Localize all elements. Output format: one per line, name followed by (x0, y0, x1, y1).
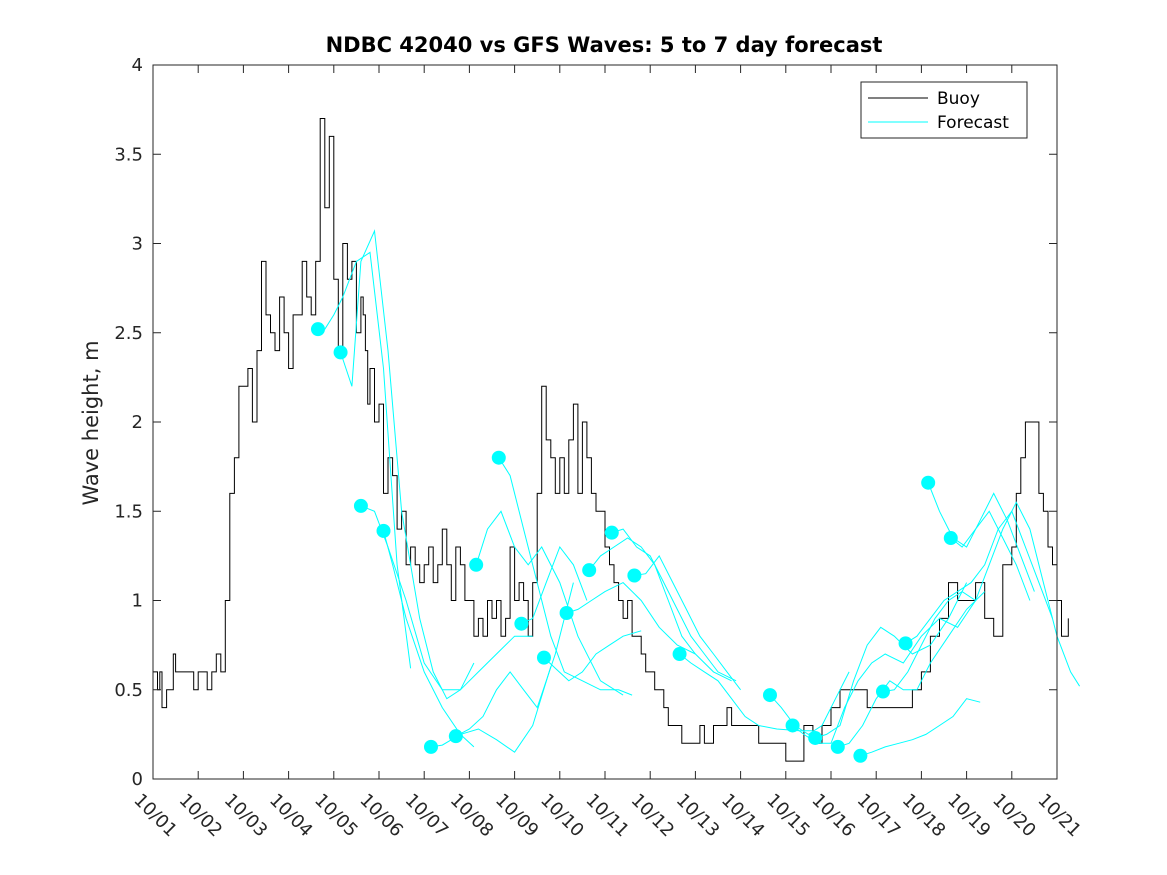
chart-title: NDBC 42040 vs GFS Waves: 5 to 7 day fore… (326, 33, 883, 57)
x-tick-label: 10/14 (717, 790, 769, 842)
forecast-start-marker (808, 730, 823, 745)
x-tick-label: 10/08 (446, 790, 498, 842)
forecast-series-line (837, 591, 986, 748)
x-tick-label: 10/10 (536, 790, 588, 842)
forecast-start-marker (582, 563, 597, 578)
forecast-series-line (455, 582, 574, 737)
forecast-series-line (611, 528, 737, 682)
x-tick-label: 10/06 (355, 790, 407, 842)
x-tick-label: 10/20 (988, 790, 1040, 842)
y-tick-label: 1 (132, 591, 143, 612)
y-tick-label: 1.5 (114, 501, 143, 522)
legend-forecast-label: Forecast (937, 113, 1009, 133)
forecast-start-marker (921, 475, 936, 490)
legend-buoy-label: Buoy (937, 89, 980, 109)
forecast-series-line (882, 501, 1081, 692)
x-tick-label: 10/03 (220, 790, 272, 842)
forecast-start-marker (310, 322, 325, 337)
x-tick-label: 10/07 (401, 790, 453, 842)
forecast-start-marker (943, 531, 958, 546)
buoy-series-line (153, 118, 1069, 762)
forecast-start-marker (333, 345, 348, 360)
forecast-start-marker (898, 636, 913, 651)
plot-series (153, 118, 1081, 763)
y-tick-label: 0 (132, 769, 143, 790)
y-tick-label: 3.5 (114, 144, 143, 165)
x-tick-label: 10/04 (265, 790, 317, 842)
forecast-start-marker (353, 498, 368, 513)
forecast-start-marker (672, 647, 687, 662)
forecast-series-line (792, 600, 977, 744)
x-tick-label: 10/05 (310, 790, 362, 842)
forecast-series-line (634, 554, 741, 691)
x-tick-label: 10/11 (581, 790, 633, 842)
y-tick-label: 4 (132, 55, 143, 76)
forecast-start-marker (627, 568, 642, 583)
x-tick-label: 10/17 (853, 790, 905, 842)
y-tick-label: 0.5 (114, 680, 143, 701)
forecast-start-marker (536, 650, 551, 665)
forecast-start-marker (376, 523, 391, 538)
forecast-start-marker (559, 605, 574, 620)
x-tick-label: 10/21 (1033, 790, 1085, 842)
forecast-start-marker (875, 684, 890, 699)
forecast-series-line (860, 698, 981, 757)
x-tick-label: 10/13 (672, 790, 724, 842)
forecast-series-line (769, 671, 850, 735)
x-tick-label: 10/15 (762, 790, 814, 842)
forecast-series-line (543, 630, 642, 682)
forecast-series-line (318, 251, 412, 669)
forecast-start-marker (762, 688, 777, 703)
forecast-start-marker (514, 616, 529, 631)
forecast-series-line (927, 482, 1035, 592)
x-tick-label: 10/09 (491, 790, 543, 842)
forecast-series-line (950, 510, 1031, 601)
forecast-series-line (475, 510, 624, 696)
forecast-start-marker (785, 718, 800, 733)
x-tick-label: 10/16 (807, 790, 859, 842)
x-tick-label: 10/12 (627, 790, 679, 842)
forecast-series-line (498, 457, 633, 696)
y-tick-label: 2 (132, 412, 143, 433)
x-tick-label: 10/18 (898, 790, 950, 842)
forecast-series-line (815, 582, 968, 739)
forecast-series-line (588, 537, 732, 682)
forecast-series-line (340, 229, 475, 700)
legend-box (860, 81, 1028, 139)
forecast-start-marker (491, 450, 506, 465)
axes: 00.511.522.533.5410/0110/0210/0310/0410/… (114, 55, 1085, 841)
y-tick-label: 2.5 (114, 323, 143, 344)
forecast-start-marker (830, 739, 845, 754)
legend: Buoy Forecast (860, 81, 1028, 139)
forecast-start-marker (469, 557, 484, 572)
x-tick-label: 10/19 (943, 790, 995, 842)
forecast-series-line (905, 510, 1053, 644)
forecast-start-marker (853, 748, 868, 763)
x-tick-label: 10/01 (129, 790, 181, 842)
forecast-start-marker (423, 739, 438, 754)
forecast-start-marker (448, 729, 463, 744)
x-tick-label: 10/02 (175, 790, 227, 842)
forecast-series-line (430, 666, 552, 753)
forecast-start-marker (604, 525, 619, 540)
forecast-series-line (566, 581, 696, 655)
y-axis-label: Wave height, m (79, 340, 103, 505)
y-tick-label: 3 (132, 234, 143, 255)
forecast-series-line (521, 545, 588, 625)
